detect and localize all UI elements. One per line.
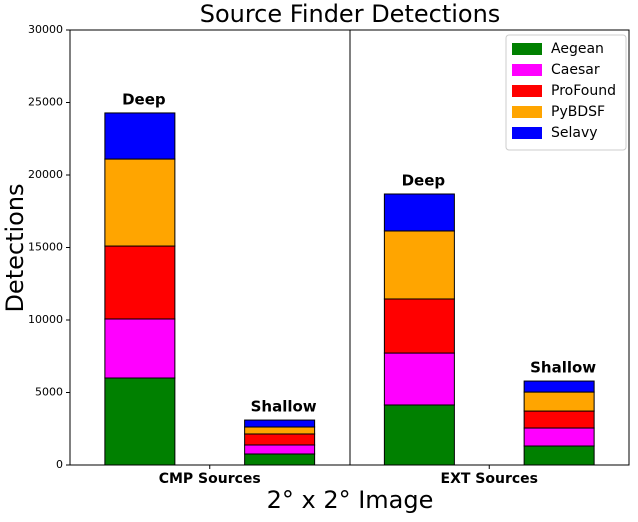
chart-title: Source Finder Detections (200, 0, 501, 28)
bar-segment (383, 193, 455, 232)
legend-box (505, 34, 627, 151)
legend-swatch (512, 85, 542, 97)
bar-segment (244, 444, 316, 455)
bar-segment (104, 112, 176, 160)
x-tick-label: CMP Sources (159, 471, 261, 487)
bar-label: Deep (122, 90, 166, 108)
legend-label: PyBDSF (551, 104, 605, 120)
y-tick-label: 10000 (28, 313, 63, 326)
bar-segment (523, 445, 595, 466)
bar-segment (383, 298, 455, 354)
bar-segment (244, 419, 316, 428)
bar-segment (244, 433, 316, 446)
y-tick-label: 15000 (28, 241, 63, 254)
y-tick-label: 20000 (28, 168, 63, 181)
bar-segment (104, 377, 176, 466)
y-tick-label: 25000 (28, 96, 63, 109)
y-tick-label: 30000 (28, 23, 63, 36)
y-tick-label: 0 (56, 458, 63, 471)
bar-segment (244, 426, 316, 435)
bar-segment (244, 453, 316, 466)
x-axis-label: 2° x 2° Image (267, 486, 434, 514)
legend-label: Caesar (551, 62, 600, 78)
bar-label: Deep (402, 171, 446, 189)
y-axis-label: Detections (1, 183, 29, 312)
bar-segment (523, 391, 595, 412)
x-tick-label: EXT Sources (441, 471, 538, 487)
bar-label: Shallow (251, 398, 317, 416)
legend-swatch (512, 43, 542, 55)
bar-segment (383, 230, 455, 300)
legend-label: ProFound (551, 83, 616, 99)
legend-label: Selavy (551, 125, 598, 141)
bar-label: Shallow (530, 359, 596, 377)
legend-swatch (512, 64, 542, 76)
y-tick-label: 5000 (35, 386, 63, 399)
bar-segment (104, 245, 176, 320)
bar-segment (523, 427, 595, 447)
legend-label: Aegean (551, 41, 604, 57)
bar-segment (523, 380, 595, 393)
bar-segment (383, 352, 455, 406)
legend-swatch (512, 127, 542, 139)
legend-swatch (512, 106, 542, 118)
bar-segment (383, 404, 455, 466)
bar-segment (523, 410, 595, 429)
bar-segment (104, 158, 176, 247)
bar-segment (104, 318, 176, 379)
